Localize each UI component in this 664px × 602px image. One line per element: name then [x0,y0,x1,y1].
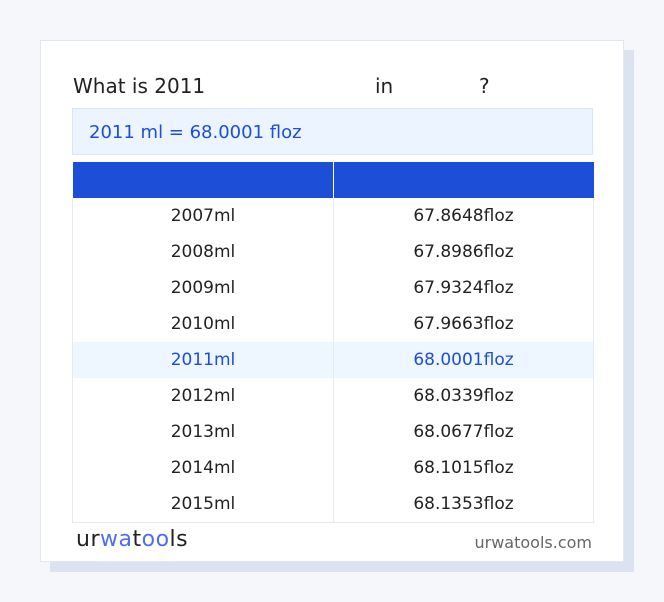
cell-floz: 67.9324floz [333,270,594,306]
cell-ml: 2011ml [72,342,334,378]
cell-floz: 67.8986floz [333,234,594,270]
table-row: 2012ml 68.0339floz [72,378,594,414]
table-header [72,162,594,198]
table-row: 2009ml 67.9324floz [72,270,594,306]
cell-floz: 67.9663floz [333,306,594,342]
cell-ml: 2008ml [72,234,334,270]
cell-ml: 2009ml [72,270,334,306]
cell-ml: 2014ml [72,450,334,486]
question-title: What is 2011 [73,74,206,98]
table-row: 2008ml 67.8986floz [72,234,594,270]
cell-floz: 68.1353floz [333,486,594,523]
conversion-table: 2007ml 67.8648floz 2008ml 67.8986floz 2009ml… [72,162,594,523]
table-row: 2013ml 68.0677floz [72,414,594,450]
cell-floz: 68.0677floz [333,414,594,450]
cell-ml: 2010ml [72,306,334,342]
site-link[interactable]: urwatools.com [474,533,593,552]
header-ml [72,162,334,198]
header-floz [333,162,594,198]
cell-ml: 2013ml [72,414,334,450]
result-box: 2011 ml = 68.0001 floz [72,108,593,155]
cell-floz: 68.0001floz [333,342,594,378]
table-row: 2014ml 68.1015floz [72,450,594,486]
question-mark: ? [479,74,490,98]
table-row: 2007ml 67.8648floz [72,198,594,234]
cell-ml: 2012ml [72,378,334,414]
table-row: 2011ml 68.0001floz [72,342,594,378]
cell-ml: 2007ml [72,198,334,234]
converter-card: What is 2011 in ? 2011 ml = 68.0001 floz… [40,40,624,562]
table-row: 2015ml 68.1353floz [72,486,594,523]
cell-floz: 68.1015floz [333,450,594,486]
table-row: 2010ml 67.9663floz [72,306,594,342]
cell-ml: 2015ml [72,486,334,523]
cell-floz: 67.8648floz [333,198,594,234]
cell-floz: 68.0339floz [333,378,594,414]
question-in: in [375,74,394,98]
urwatools-logo[interactable]: urwatools [76,527,189,552]
